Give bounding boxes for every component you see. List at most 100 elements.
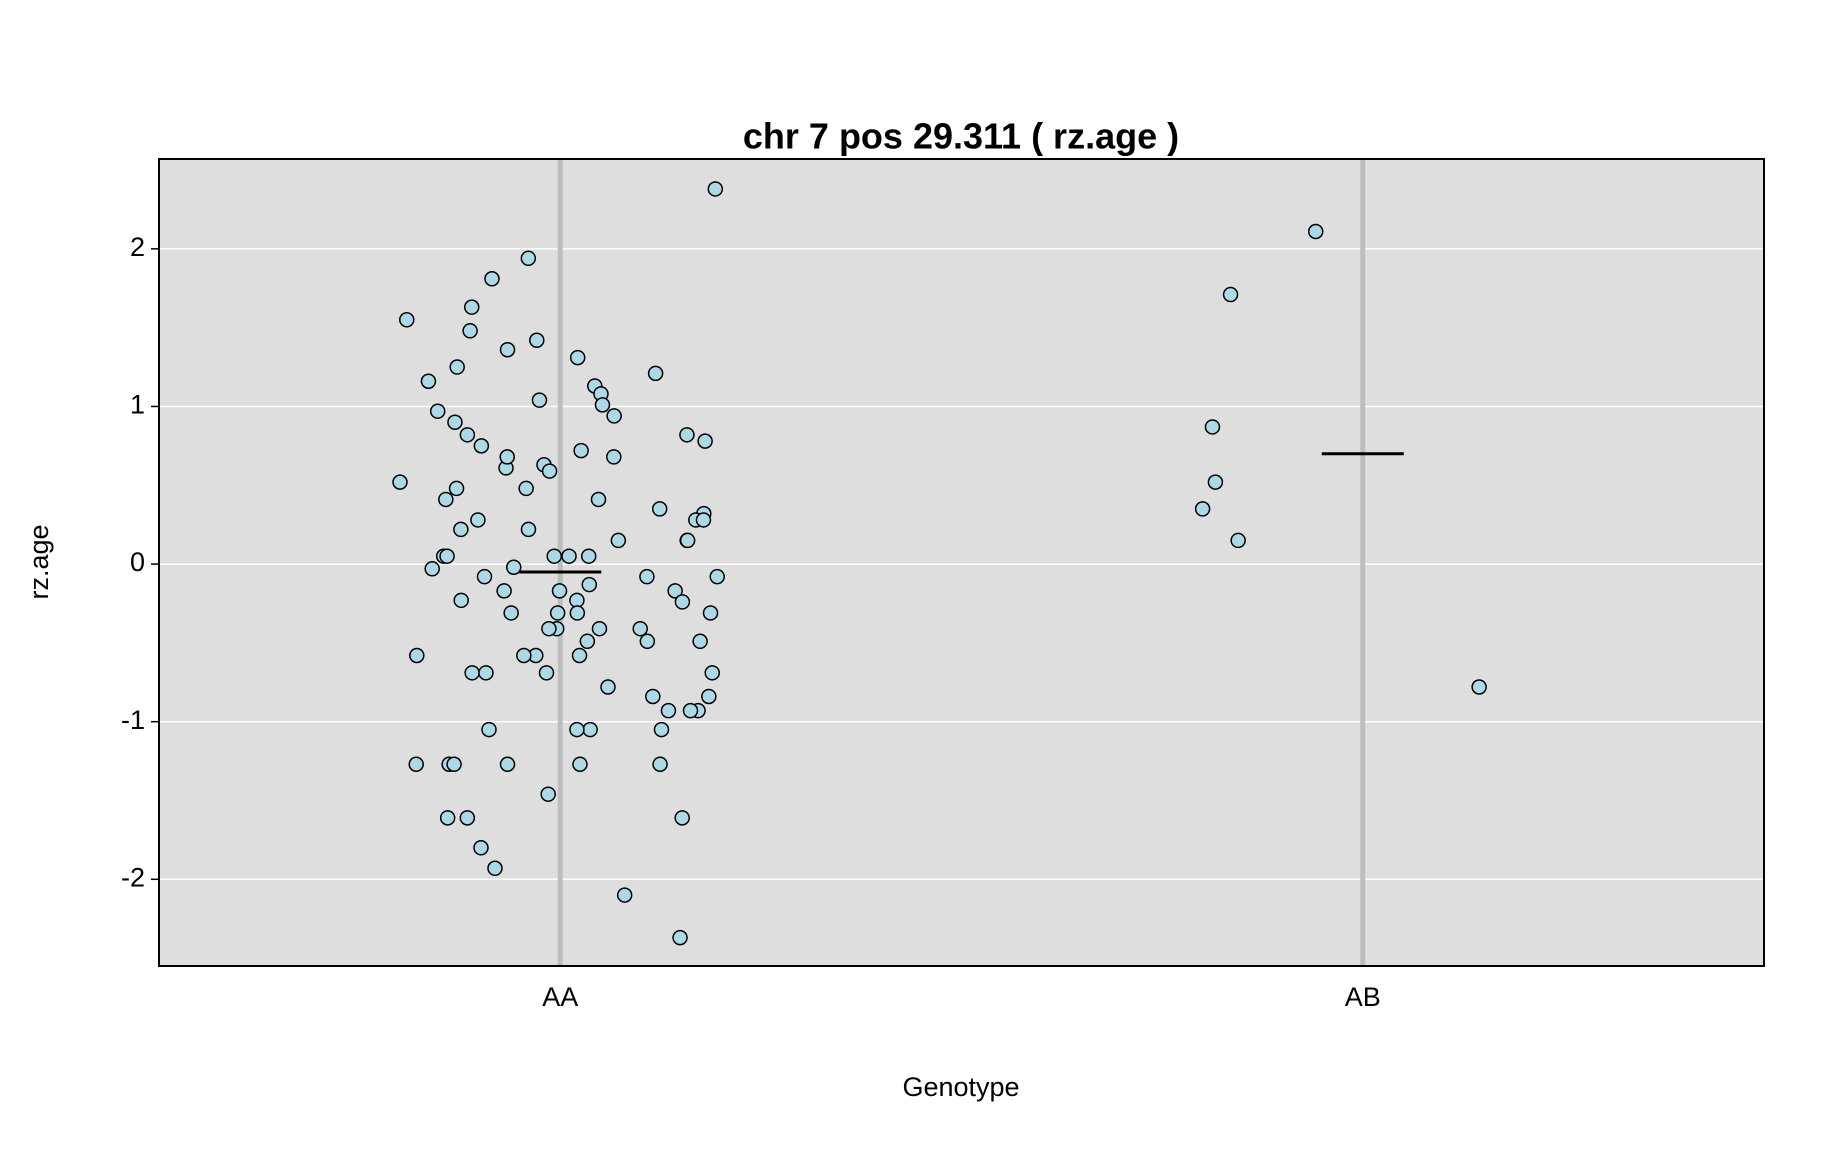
point [439,548,455,564]
point [1230,532,1246,549]
point [1204,419,1221,435]
point [645,688,661,705]
point [464,299,480,315]
point [632,620,648,637]
point [399,312,415,328]
point [606,408,622,424]
point [409,647,425,664]
point [571,647,588,664]
point [580,548,597,564]
y-tick-label: -1 [121,705,145,735]
point [453,521,469,538]
point [520,521,537,538]
y-tick-label: 1 [130,390,145,420]
point [672,929,688,946]
point [647,365,664,382]
point [667,583,683,599]
point [591,620,608,637]
point [581,576,598,593]
point [499,756,516,772]
point [503,605,519,621]
point [392,474,408,490]
point [682,702,699,719]
point [674,810,690,826]
x-tick-label: AA [542,982,578,1012]
point [709,568,725,585]
point [473,840,489,856]
point [447,414,463,430]
point [569,605,586,621]
point [652,756,668,772]
point [639,568,655,585]
point [701,688,717,705]
point [448,480,465,497]
point [692,633,708,650]
x-axis-label: Genotype [902,1072,1019,1102]
point [610,532,627,549]
point [551,583,568,599]
point [674,594,691,610]
x-tick-label: AB [1345,982,1381,1012]
point [540,786,556,802]
point [408,756,424,772]
point [424,561,440,577]
point [429,403,446,419]
point [496,583,512,599]
point [594,397,611,413]
point [541,463,558,479]
chart-title: chr 7 pos 29.311 ( rz.age ) [743,116,1179,157]
point [516,647,532,664]
point [573,442,589,459]
point [505,559,522,575]
point [1207,474,1224,490]
y-tick-label: -2 [121,862,145,892]
point [569,721,585,738]
point [697,433,713,449]
point [484,271,500,287]
point [439,810,456,826]
point [653,721,670,738]
point [420,373,437,389]
point [616,887,633,903]
point [462,323,478,339]
point [704,665,720,681]
point [464,665,480,681]
y-tick-label: 2 [130,232,145,262]
point [478,665,494,681]
point [446,756,462,772]
point [470,512,486,528]
point [438,491,454,508]
point [590,491,607,508]
point [1194,501,1211,517]
plot-border [158,158,1765,967]
point [499,449,515,465]
point [538,665,555,681]
y-axis-label: rz.age [24,524,54,599]
point [651,501,668,517]
point [518,480,534,497]
point [579,633,596,650]
point [572,756,588,772]
point [520,250,537,267]
plot-layer [159,159,1764,966]
point [679,427,695,443]
point [481,721,497,738]
point [707,181,724,197]
point [459,427,476,443]
point [546,548,562,564]
point [679,532,696,549]
point [459,810,476,826]
point [487,860,503,877]
point [473,438,490,454]
point [639,633,656,650]
point [1471,679,1487,695]
point [582,721,598,738]
y-tick-label: 0 [130,547,145,577]
point [702,605,719,621]
point [1222,286,1239,303]
point [499,341,516,358]
point [569,349,586,366]
point [531,392,548,408]
point [561,548,577,564]
